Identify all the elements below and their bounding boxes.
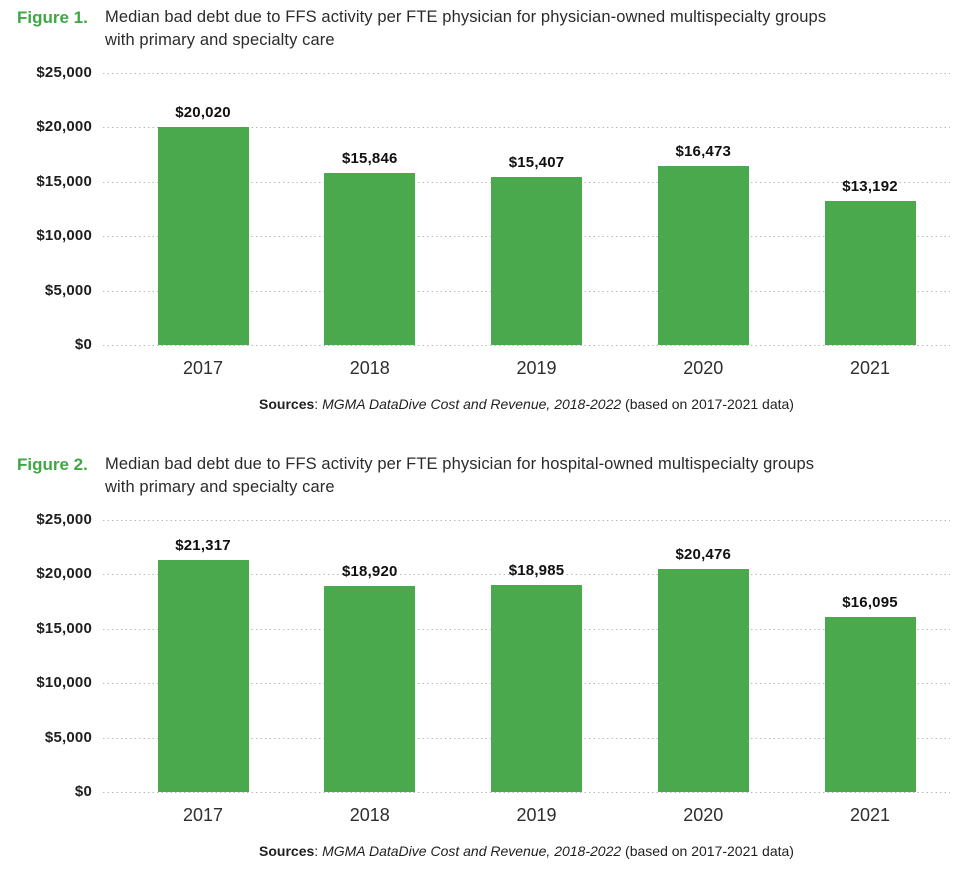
bar — [157, 560, 249, 792]
source-separator: : — [314, 396, 323, 412]
source-citation: MGMA DataDive Cost and Revenue, 2018-202… — [322, 843, 622, 859]
x-tick-label: 2017 — [182, 358, 224, 378]
gridline — [103, 520, 950, 521]
figure-2-title-line-2: with primary and specialty care — [105, 478, 335, 496]
figure-2-label: Figure 2. — [17, 455, 88, 474]
source-label: Sources — [259, 396, 315, 412]
x-tick-label: 2017 — [182, 805, 224, 825]
bar — [324, 173, 416, 345]
y-tick-label: $20,000 — [36, 565, 92, 583]
source-citation: MGMA DataDive Cost and Revenue, 2018-202… — [322, 396, 622, 412]
y-tick-label: $10,000 — [36, 227, 92, 245]
bar-value-label: $20,020 — [175, 104, 231, 121]
y-tick-label: $25,000 — [36, 511, 92, 528]
x-tick-label: 2021 — [849, 358, 891, 378]
bar — [157, 127, 249, 345]
figure-2-plot: $0 $5,000 $10,000 $15,000 $20,000 $25,000 $21,… — [0, 511, 956, 830]
y-tick-label: $5,000 — [44, 728, 92, 746]
gridline — [103, 574, 950, 576]
bar — [824, 617, 916, 792]
gridline — [103, 73, 950, 74]
figure-2: Figure 2. Median bad debt due to FFS act… — [0, 447, 956, 871]
figure-1-plot: $0 $5,000 $10,000 $15,000 $20,000 $25,000 $20,… — [0, 64, 956, 383]
y-tick-label: $0 — [74, 336, 92, 353]
bar-value-label: $15,407 — [508, 154, 565, 171]
y-tick-label: $20,000 — [36, 118, 92, 136]
figure-1-label: Figure 1. — [17, 8, 88, 27]
figure-2-title: Median bad debt due to FFS activity per … — [105, 453, 814, 499]
plot-area: $21,317 2017 $18,920 2018 $18,985 2019 $20,476… — [103, 520, 950, 825]
x-tick-label: 2018 — [349, 358, 390, 378]
y-tick-label: $25,000 — [36, 64, 92, 81]
figure-1-title-line-1: Median bad debt due to FFS activity per … — [105, 8, 827, 26]
y-axis: $0 $5,000 $10,000 $15,000 $20,000 $25,000 — [0, 511, 92, 800]
bar — [324, 586, 416, 792]
y-tick-label: $5,000 — [44, 281, 92, 299]
y-tick-label: $0 — [74, 783, 92, 800]
x-tick-label: 2018 — [349, 805, 390, 825]
source-note: (based on 2017-2021 data) — [621, 843, 794, 859]
bar — [491, 585, 582, 792]
x-tick-label: 2020 — [683, 805, 724, 825]
bar — [657, 569, 749, 792]
figure-1: Figure 1. Median bad debt due to FFS act… — [0, 0, 956, 430]
bar — [824, 201, 916, 345]
gridline — [103, 792, 950, 793]
bar-value-label: $21,317 — [175, 537, 231, 554]
bar-value-label: $18,920 — [341, 563, 398, 580]
y-tick-label: $15,000 — [36, 619, 92, 637]
gridline — [103, 345, 950, 346]
source-separator: : — [314, 843, 323, 859]
x-tick-label: 2020 — [683, 358, 724, 378]
bar-value-label: $16,095 — [842, 594, 898, 611]
source-note: (based on 2017-2021 data) — [621, 396, 794, 412]
plot-area: $20,020 2017 $15,846 2018 $15,407 2019 $16,473… — [103, 73, 950, 378]
bar-value-label: $13,192 — [842, 178, 898, 195]
figure-2-title-line-1: Median bad debt due to FFS activity per … — [105, 455, 815, 473]
figure-2-header: Figure 2. Median bad debt due to FFS act… — [17, 453, 937, 499]
bar-value-label: $16,473 — [675, 143, 732, 160]
bar-value-label: $20,476 — [675, 546, 732, 563]
figure-1-source: Sources: MGMA DataDive Cost and Revenue,… — [103, 396, 950, 412]
y-axis: $0 $5,000 $10,000 $15,000 $20,000 $25,000 — [0, 64, 92, 353]
bar-value-label: $15,846 — [341, 150, 398, 167]
x-tick-label: 2019 — [516, 805, 557, 825]
figure-2-source: Sources: MGMA DataDive Cost and Revenue,… — [103, 843, 950, 859]
gridline — [103, 127, 950, 129]
x-tick-label: 2019 — [516, 358, 557, 378]
y-tick-label: $10,000 — [36, 674, 92, 692]
source-label: Sources — [259, 843, 315, 859]
figure-1-header: Figure 1. Median bad debt due to FFS act… — [17, 6, 937, 52]
bar-value-label: $18,985 — [508, 562, 565, 579]
figure-1-title-line-2: with primary and specialty care — [105, 31, 335, 49]
bar — [491, 177, 582, 345]
x-tick-label: 2021 — [849, 805, 891, 825]
bar — [657, 166, 749, 345]
figure-1-title: Median bad debt due to FFS activity per … — [105, 6, 826, 52]
y-tick-label: $15,000 — [36, 172, 92, 190]
